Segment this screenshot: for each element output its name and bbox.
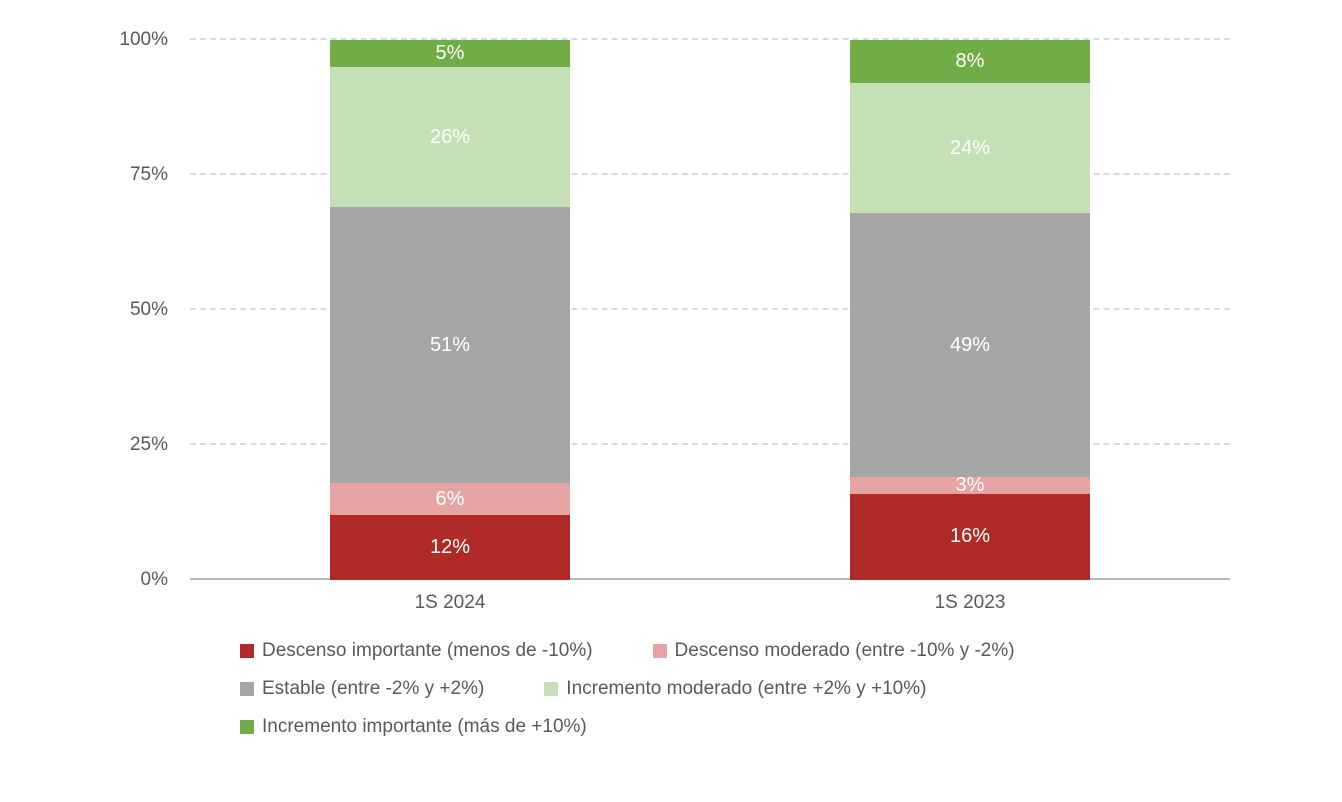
y-tick-label: 75% <box>130 164 168 186</box>
plot-area: 0%25%50%75%100% 12%6%51%26%5%16%3%49%24%… <box>100 40 1230 580</box>
y-tick-label: 25% <box>130 434 168 456</box>
x-axis-labels: 1S 2024 1S 2023 <box>190 592 1230 614</box>
y-tick-label: 100% <box>119 29 168 51</box>
legend-row: Descenso importante (menos de -10%) Desce… <box>240 640 1210 662</box>
bar-segment-estable: 51% <box>330 207 570 482</box>
legend-label: Incremento moderado (entre +2% y +10%) <box>566 678 926 700</box>
legend-label: Descenso moderado (entre -10% y -2%) <box>675 640 1015 662</box>
legend-label: Estable (entre -2% y +2%) <box>262 678 484 700</box>
legend-label: Incremento importante (más de +10%) <box>262 716 587 738</box>
legend-swatch <box>240 682 254 696</box>
legend: Descenso importante (menos de -10%) Desce… <box>240 640 1210 738</box>
y-axis: 0%25%50%75%100% <box>100 40 180 580</box>
bar-segment-desc_mod: 6% <box>330 483 570 515</box>
legend-item-desc_imp: Descenso importante (menos de -10%) <box>240 640 593 662</box>
legend-item-inc_mod: Incremento moderado (entre +2% y +10%) <box>544 678 926 700</box>
legend-row: Estable (entre -2% y +2%) Incremento mode… <box>240 678 1210 700</box>
bars-container: 12%6%51%26%5% 16%3%49%24%8% <box>190 40 1230 580</box>
bar-segment-desc_mod: 3% <box>850 477 1090 493</box>
legend-label: Descenso importante (menos de -10%) <box>262 640 593 662</box>
bar-segment-inc_imp: 8% <box>850 40 1090 83</box>
stacked-bar-chart: 0%25%50%75%100% 12%6%51%26%5%16%3%49%24%… <box>100 40 1230 760</box>
bar-segment-estable: 49% <box>850 213 1090 478</box>
x-tick-label: 1S 2024 <box>330 592 570 614</box>
bar-segment-desc_imp: 16% <box>850 494 1090 580</box>
bar-column: 16%3%49%24%8% <box>850 40 1090 580</box>
bar: 12%6%51%26%5% <box>330 40 570 580</box>
legend-swatch <box>240 644 254 658</box>
bar-column: 12%6%51%26%5% <box>330 40 570 580</box>
bar: 16%3%49%24%8% <box>850 40 1090 580</box>
legend-item-inc_imp: Incremento importante (más de +10%) <box>240 716 587 738</box>
legend-item-desc_mod: Descenso moderado (entre -10% y -2%) <box>653 640 1015 662</box>
bar-segment-inc_mod: 26% <box>330 67 570 207</box>
legend-swatch <box>240 720 254 734</box>
y-tick-label: 0% <box>141 569 168 591</box>
legend-swatch <box>653 644 667 658</box>
legend-item-estable: Estable (entre -2% y +2%) <box>240 678 484 700</box>
legend-swatch <box>544 682 558 696</box>
legend-row: Incremento importante (más de +10%) <box>240 716 1210 738</box>
bar-segment-desc_imp: 12% <box>330 515 570 580</box>
bar-segment-inc_mod: 24% <box>850 83 1090 213</box>
x-tick-label: 1S 2023 <box>850 592 1090 614</box>
bar-segment-inc_imp: 5% <box>330 40 570 67</box>
y-tick-label: 50% <box>130 299 168 321</box>
